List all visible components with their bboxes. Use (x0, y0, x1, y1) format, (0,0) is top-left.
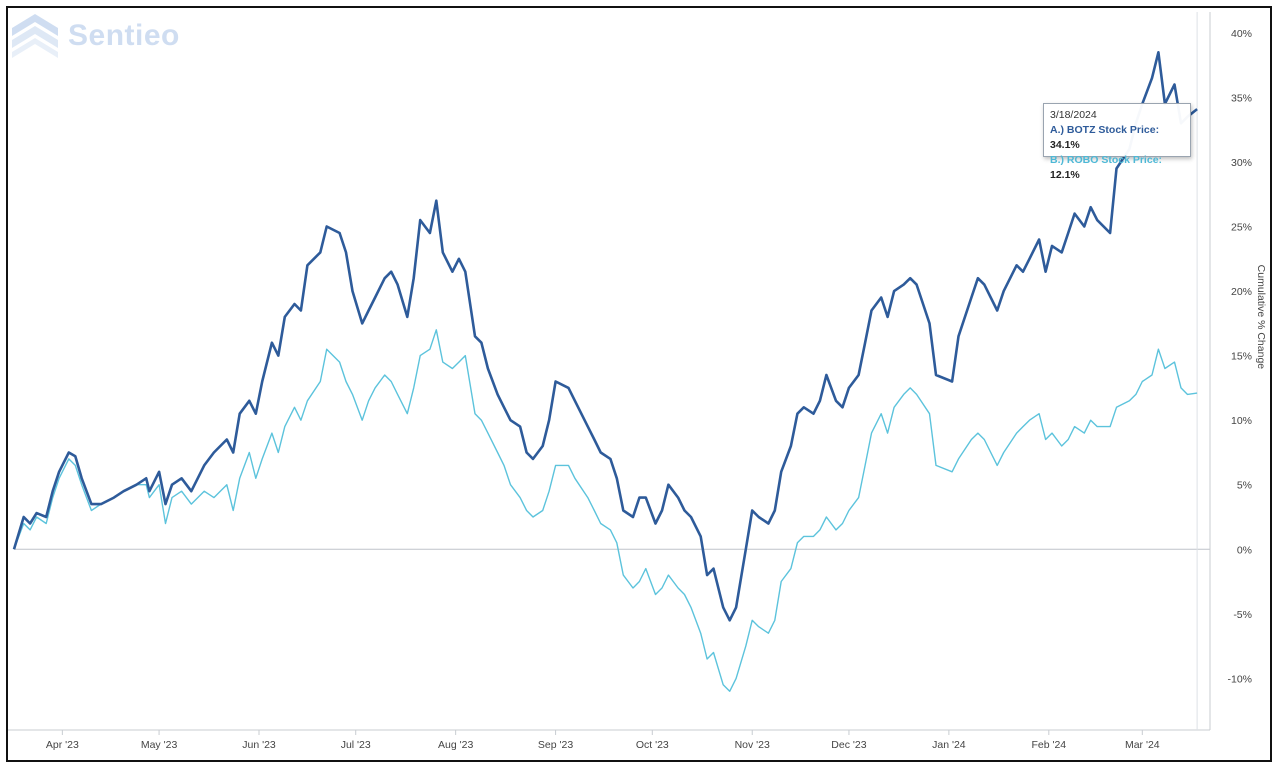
y-axis-ticks: 40% 35% 30% 25% 20% 15% 10% 5% 0% -5% -10% (1227, 28, 1252, 685)
x-axis-ticks: Apr '23 May '23 Jun '23 Jul '23 Aug '23 Sep '… (46, 730, 1160, 751)
tooltip-row-robo: B.) ROBO Stock Price: 12.1% (1050, 153, 1184, 183)
hover-tooltip: 3/18/2024 A.) BOTZ Stock Price: 34.1% B.… (1043, 103, 1191, 181)
y-tick-label: 40% (1231, 28, 1252, 40)
x-tick-label: May '23 (141, 739, 178, 751)
x-tick-label: Jul '23 (341, 739, 371, 751)
y-tick-label: 35% (1231, 92, 1252, 104)
x-tick-label: Nov '23 (735, 739, 770, 751)
x-tick-label: Jun '23 (242, 739, 276, 751)
y-tick-label: 25% (1231, 222, 1252, 234)
x-tick-label: Jan '24 (932, 739, 966, 751)
sentieo-logo: Sentieo (10, 12, 180, 60)
y-tick-label: 20% (1231, 286, 1252, 298)
tooltip-date: 3/18/2024 (1050, 109, 1097, 121)
x-tick-label: Dec '23 (831, 739, 866, 751)
x-tick-label: Sep '23 (538, 739, 573, 751)
y-tick-label: -10% (1227, 673, 1252, 685)
y-tick-label: 10% (1231, 415, 1252, 427)
y-tick-label: 0% (1237, 544, 1252, 556)
x-tick-label: Feb '24 (1031, 739, 1066, 751)
sentieo-chevron-icon (12, 14, 58, 58)
series-group (12, 50, 1198, 692)
series-line-botz (12, 50, 1198, 622)
tooltip-botz-label: A.) BOTZ Stock Price: (1050, 124, 1160, 136)
logo-text: Sentieo (68, 19, 180, 52)
tooltip-robo-value: 12.1% (1050, 169, 1080, 181)
tooltip-row-botz: A.) BOTZ Stock Price: 34.1% (1050, 123, 1184, 153)
y-tick-label: -5% (1233, 609, 1252, 621)
tooltip-robo-label: B.) ROBO Stock Price: (1050, 154, 1163, 166)
tooltip-botz-value: 34.1% (1050, 139, 1080, 151)
y-tick-label: 15% (1231, 351, 1252, 363)
x-tick-label: Mar '24 (1125, 739, 1160, 751)
y-tick-label: 30% (1231, 157, 1252, 169)
x-tick-label: Oct '23 (636, 739, 669, 751)
x-tick-label: Aug '23 (438, 739, 473, 751)
y-tick-label: 5% (1237, 480, 1252, 492)
x-tick-label: Apr '23 (46, 739, 79, 751)
series-line-robo (13, 329, 1198, 692)
y-axis-title: Cumulative % Change (1255, 265, 1267, 370)
